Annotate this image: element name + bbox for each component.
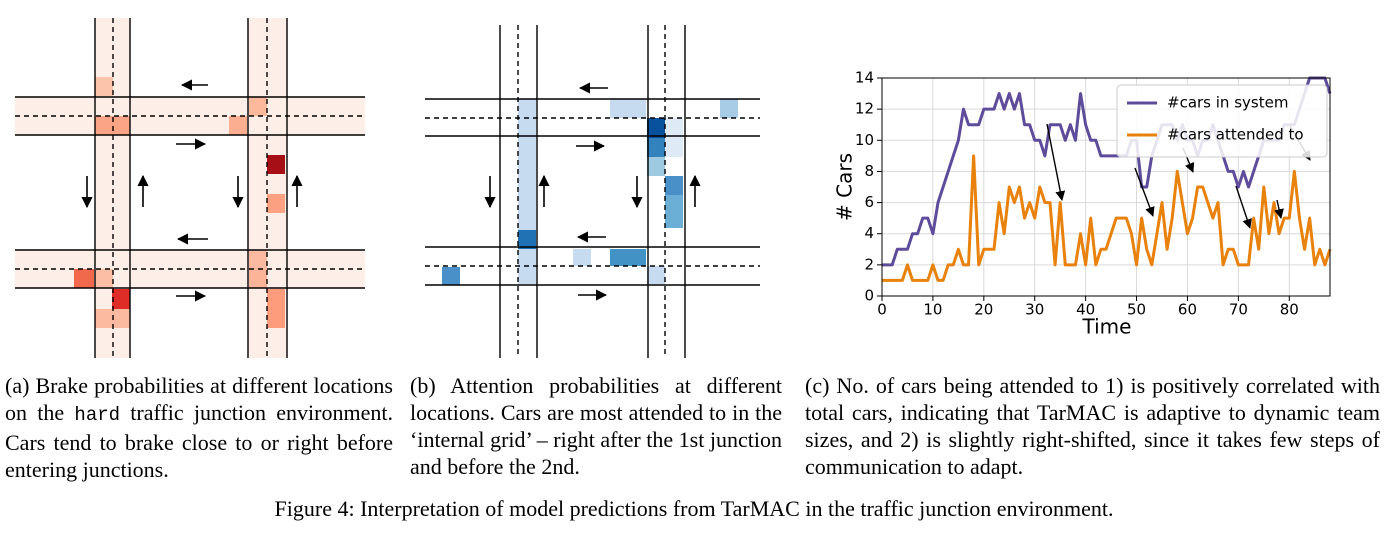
line-chart: 0 2 4 6 8 10 12 14 0 10 20 30 40 50 60 70 80 #cars in sys… [855, 69, 1332, 319]
y-tick-label: 4 [864, 224, 874, 242]
y-tick-label: 14 [855, 69, 874, 87]
x-tick-label: 80 [1280, 301, 1299, 319]
data-line [882, 154, 1332, 282]
legend-label: #cars attended to [1167, 126, 1304, 144]
caption-c: (c) No. of cars being attended to 1) is … [805, 373, 1380, 479]
y-tick-label: 6 [864, 193, 874, 211]
annotation-arrow [1235, 185, 1252, 229]
attention-heatmap [425, 25, 760, 358]
y-tick-label: 12 [855, 100, 874, 118]
caption-text: traffic junction environment. Cars tend … [5, 400, 393, 482]
annotation-arrow [1134, 167, 1155, 217]
x-tick-label: 0 [877, 301, 887, 319]
x-tick-label: 70 [1229, 301, 1248, 319]
figure-caption: Figure 4: Interpretation of model predic… [274, 496, 1114, 521]
x-tick-label: 60 [1178, 301, 1197, 319]
data-line [882, 76, 1332, 267]
y-tick-label: 8 [864, 162, 874, 180]
y-tick-label: 2 [864, 255, 874, 273]
x-tick-label: 10 [923, 301, 942, 319]
caption-code: hard [74, 404, 121, 426]
caption-a: (a) Brake probabilities at different loc… [5, 372, 393, 483]
caption-text: (a) Brake probabilities at different loc… [5, 373, 393, 425]
y-axis-label: # Cars [833, 153, 857, 221]
x-tick-label: 30 [1025, 301, 1044, 319]
annotation-arrow [1046, 123, 1066, 201]
figure-panels: 0 2 4 6 8 10 12 14 0 10 20 30 40 50 60 70 80 #cars in sys… [15, 18, 1332, 358]
x-tick-label: 50 [1127, 301, 1146, 319]
x-axis-label: Time [1082, 315, 1132, 339]
legend-box [1116, 84, 1328, 158]
brake-heatmap [15, 18, 365, 358]
y-tick-label: 10 [855, 131, 874, 149]
x-tick-label: 20 [974, 301, 993, 319]
caption-b: (b) Attention probabilities at different… [410, 373, 782, 479]
x-tick-label: 40 [1076, 301, 1095, 319]
legend-label: #cars in system [1167, 94, 1288, 112]
annotation-arrow [1274, 199, 1284, 219]
direction-arrows [81, 79, 701, 302]
y-tick-label: 0 [864, 287, 874, 305]
plot-frame [881, 77, 1331, 297]
